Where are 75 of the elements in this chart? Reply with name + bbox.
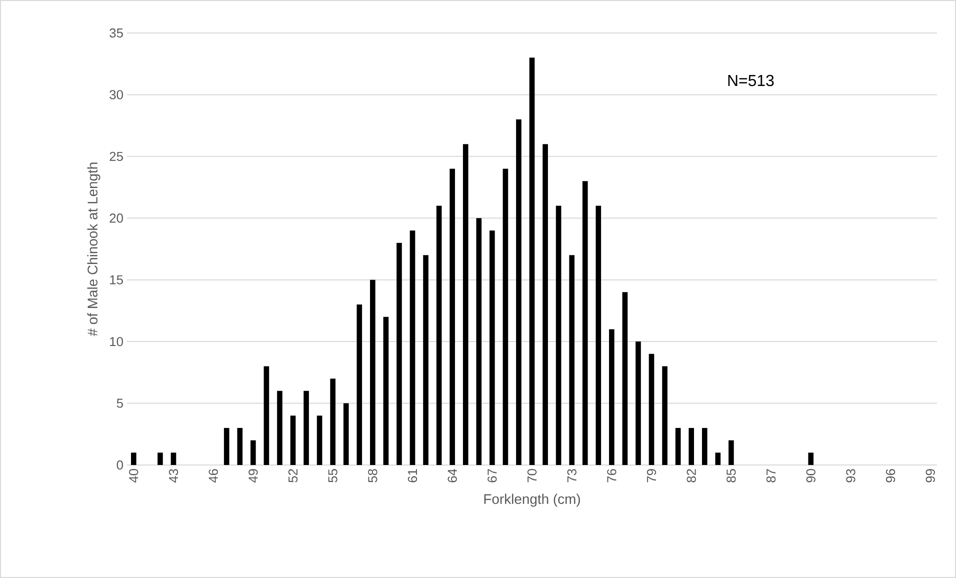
bar xyxy=(277,390,282,465)
y-tick-label: 35 xyxy=(110,28,123,38)
y-tick-label: 0 xyxy=(116,460,123,470)
bar xyxy=(715,452,721,465)
bar xyxy=(250,440,256,465)
x-tick-label: 85 xyxy=(726,469,736,482)
y-tick-label: 20 xyxy=(110,214,123,223)
bar xyxy=(462,144,468,465)
bar xyxy=(622,292,628,465)
bar xyxy=(648,354,654,465)
bar xyxy=(158,452,163,465)
bar xyxy=(330,378,336,465)
bar xyxy=(224,428,230,465)
bar xyxy=(542,144,548,465)
bar xyxy=(436,206,442,465)
bar xyxy=(516,119,522,465)
x-tick-label: 43 xyxy=(168,469,178,483)
bar xyxy=(702,428,708,465)
bar xyxy=(609,329,614,465)
y-tick-label: 5 xyxy=(116,398,123,408)
x-tick-label: 49 xyxy=(248,469,258,483)
bar xyxy=(304,390,309,465)
x-tick-label: 90 xyxy=(806,469,816,482)
bar xyxy=(237,428,243,465)
bar xyxy=(582,181,588,465)
bar xyxy=(356,304,362,465)
x-tick-label: 58 xyxy=(368,469,378,482)
bar xyxy=(529,58,535,465)
bar xyxy=(290,416,296,465)
bar xyxy=(264,366,270,465)
annotation: N=513 xyxy=(728,74,774,86)
y-tick-label: 10 xyxy=(110,336,123,346)
bar xyxy=(636,342,641,465)
bar xyxy=(688,428,694,465)
bar xyxy=(410,230,416,465)
bar xyxy=(728,440,734,465)
y-axis-title: # of Male Chinook at Length xyxy=(87,162,100,336)
bar xyxy=(170,452,176,465)
bar xyxy=(316,416,322,465)
y-tick-label: 25 xyxy=(110,152,123,161)
x-tick-label: 76 xyxy=(607,469,616,482)
x-tick-label: 67 xyxy=(488,469,497,482)
x-tick-label: 61 xyxy=(408,469,418,482)
bar xyxy=(502,168,508,465)
bar xyxy=(450,168,455,465)
x-tick-label: 79 xyxy=(646,469,656,482)
bar xyxy=(383,316,389,465)
bar xyxy=(396,242,402,465)
x-tick-label: 64 xyxy=(448,468,457,482)
bar xyxy=(662,366,668,465)
bar xyxy=(490,230,495,465)
bar xyxy=(343,403,349,465)
x-tick-label: 70 xyxy=(527,469,537,482)
y-tick-label: 30 xyxy=(110,90,123,100)
y-tick-label: 15 xyxy=(110,275,123,284)
bar xyxy=(596,206,602,465)
x-tick-label: 40 xyxy=(129,469,138,483)
bar xyxy=(130,452,136,465)
x-tick-label: 93 xyxy=(846,469,856,482)
x-tick-label: 55 xyxy=(328,469,338,482)
x-axis-title: Forklength (cm) xyxy=(484,494,580,507)
x-tick-label: 46 xyxy=(208,469,218,483)
bar xyxy=(675,428,681,465)
bar xyxy=(569,255,574,465)
bar xyxy=(423,255,428,465)
x-tick-label: 87 xyxy=(766,469,776,482)
x-tick-label: 52 xyxy=(288,469,298,482)
x-tick-label: 96 xyxy=(886,469,896,482)
bar xyxy=(476,218,482,465)
x-tick-label: 73 xyxy=(567,469,576,482)
x-tick-label: 99 xyxy=(926,469,935,482)
bar xyxy=(370,280,376,465)
bar xyxy=(556,206,562,465)
bar xyxy=(808,452,814,465)
x-tick-label: 82 xyxy=(686,469,696,482)
